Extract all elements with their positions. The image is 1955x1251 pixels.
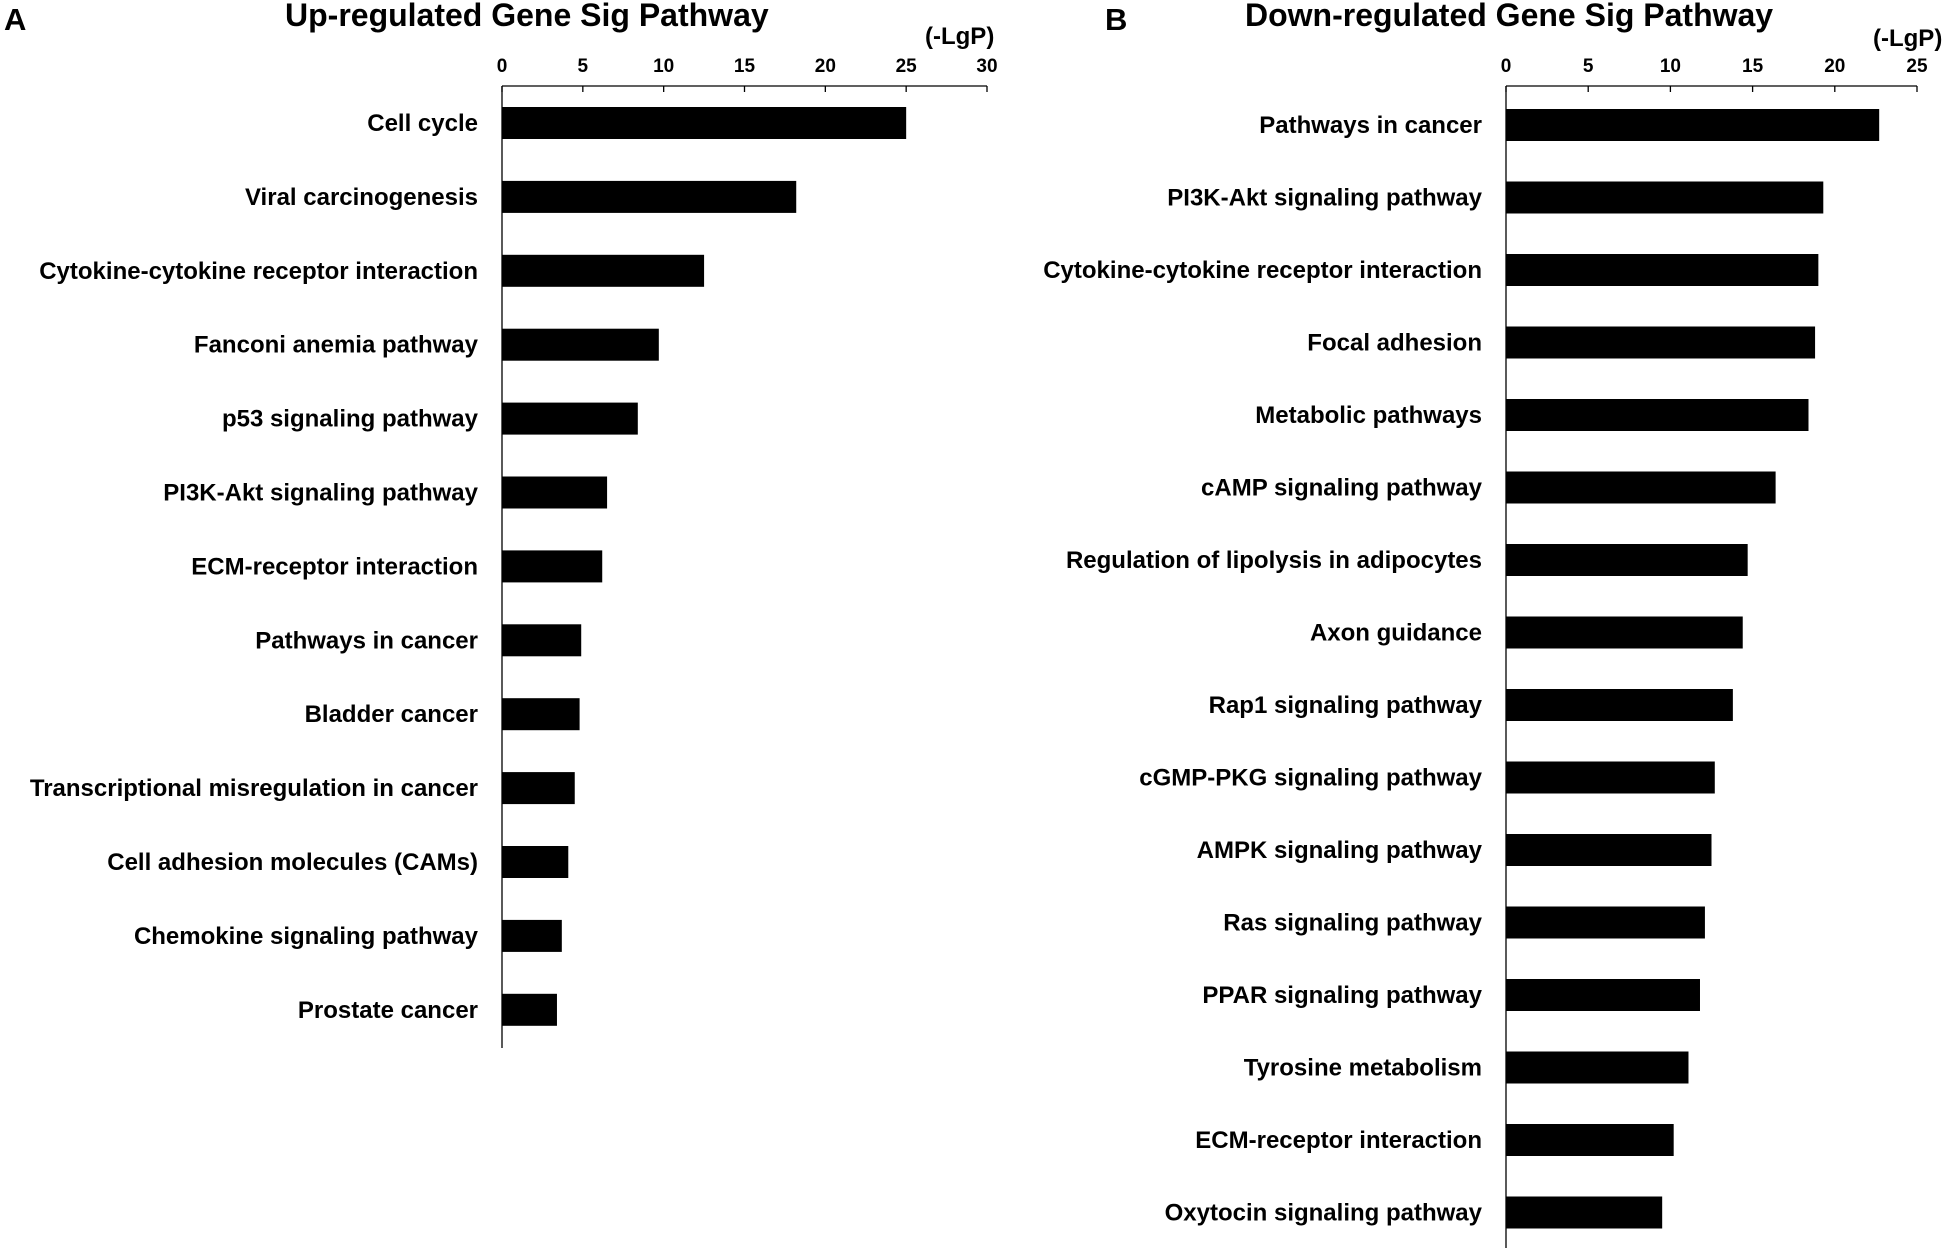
panel-b-category-label: Axon guidance [1310,620,1482,647]
panel-a-bar [502,107,907,139]
panel-a-bar [502,993,557,1026]
panel-a-bar [502,254,705,287]
panel-a-letter: A [4,2,26,37]
panel-a-chart: A Up-regulated Gene Sig Pathway (-LgP) 0… [4,0,998,1048]
panel-b-bar [1506,1196,1663,1229]
panel-b-bar [1506,399,1809,431]
panel-a-tick-label: 15 [734,56,756,77]
panel-b-category-label: Oxytocin signaling pathway [1165,1200,1483,1227]
panel-a-category-label: Transcriptional misregulation in cancer [30,775,478,802]
panel-a-title: Up-regulated Gene Sig Pathway [285,0,769,33]
panel-b-category-label: PPAR signaling pathway [1202,982,1482,1009]
panel-a-bar [502,846,569,878]
panel-b-bar [1506,544,1748,576]
panel-a-tick-label: 20 [815,56,836,77]
panel-b-bar [1506,761,1715,794]
panel-a-tick-label: 10 [653,56,674,77]
panel-a-category-label: Cell adhesion molecules (CAMs) [107,849,478,876]
panel-b-letter: B [1105,2,1127,37]
panel-b-bar [1506,616,1743,649]
panel-a-category-label: Bladder cancer [305,701,478,728]
panel-b-bar [1506,254,1819,286]
panel-b-category-label: Regulation of lipolysis in adipocytes [1066,547,1482,574]
panel-a-tick-label: 25 [896,56,918,77]
panel-a-bar [502,180,797,213]
panel-b-axis-unit: (-LgP) [1873,25,1942,52]
panel-b-category-label: AMPK signaling pathway [1197,837,1483,864]
panel-b-bar [1506,834,1712,866]
panel-a-category-label: ECM-receptor interaction [191,553,478,580]
panel-b-tick-label: 15 [1742,56,1764,77]
panel-a-bar [502,698,580,731]
panel-b-tick-label: 10 [1660,56,1681,77]
panel-a-tick-label: 0 [497,56,508,77]
panel-b-category-label: Ras signaling pathway [1223,910,1482,937]
panel-b-bar [1506,1124,1674,1156]
panel-a-bar [502,402,638,435]
panel-b-category-label: Tyrosine metabolism [1244,1055,1482,1082]
panel-b-category-label: cGMP-PKG signaling pathway [1139,765,1482,792]
panel-a-bar [502,550,603,583]
panel-b-bar [1506,979,1700,1011]
panel-b-bar [1506,689,1733,721]
panel-b-bar [1506,181,1824,214]
panel-a-tick-label: 5 [578,56,589,77]
panel-a-category-label: Prostate cancer [298,997,478,1024]
panel-a-bar [502,919,562,952]
panel-a-bar [502,328,659,361]
panel-a-category-label: Cytokine-cytokine receptor interaction [39,258,478,285]
panel-a-bar [502,624,582,657]
panel-b-bar [1506,109,1880,141]
panel-a-category-label: Pathways in cancer [255,627,478,654]
panel-b-category-label: ECM-receptor interaction [1195,1127,1482,1154]
panel-b-tick-label: 20 [1824,56,1845,77]
panel-b-bar [1506,906,1705,939]
panel-a-axis-unit: (-LgP) [925,23,994,50]
panel-b-title: Down-regulated Gene Sig Pathway [1245,0,1773,33]
panel-b-bar [1506,326,1816,359]
panel-b-category-label: Focal adhesion [1307,330,1482,357]
panel-a-category-label: Cell cycle [367,110,478,137]
panel-b-bar [1506,1051,1689,1084]
panel-b-tick-label: 0 [1501,56,1512,77]
panel-b-chart: B Down-regulated Gene Sig Pathway (-LgP)… [1043,0,1942,1248]
panel-b-category-label: Rap1 signaling pathway [1209,692,1483,719]
panel-a-category-label: PI3K-Akt signaling pathway [163,480,478,507]
panel-b-tick-label: 25 [1906,56,1928,77]
panel-b-category-label: PI3K-Akt signaling pathway [1167,185,1482,212]
panel-a-category-label: Chemokine signaling pathway [134,923,479,950]
panel-b-category-label: Pathways in cancer [1259,112,1482,139]
panel-b-bar [1506,471,1776,504]
panel-a-category-label: Viral carcinogenesis [245,184,478,211]
panel-b-category-label: Cytokine-cytokine receptor interaction [1043,257,1482,284]
panel-a-category-label: p53 signaling pathway [222,406,479,433]
panel-b-tick-label: 5 [1583,56,1594,77]
panel-a-bar [502,772,575,805]
panel-a-bar [502,476,608,509]
panel-a-category-label: Fanconi anemia pathway [194,332,479,359]
panel-a-tick-label: 30 [976,56,997,77]
panel-b-category-label: Metabolic pathways [1255,402,1482,429]
panel-b-category-label: cAMP signaling pathway [1201,475,1483,502]
